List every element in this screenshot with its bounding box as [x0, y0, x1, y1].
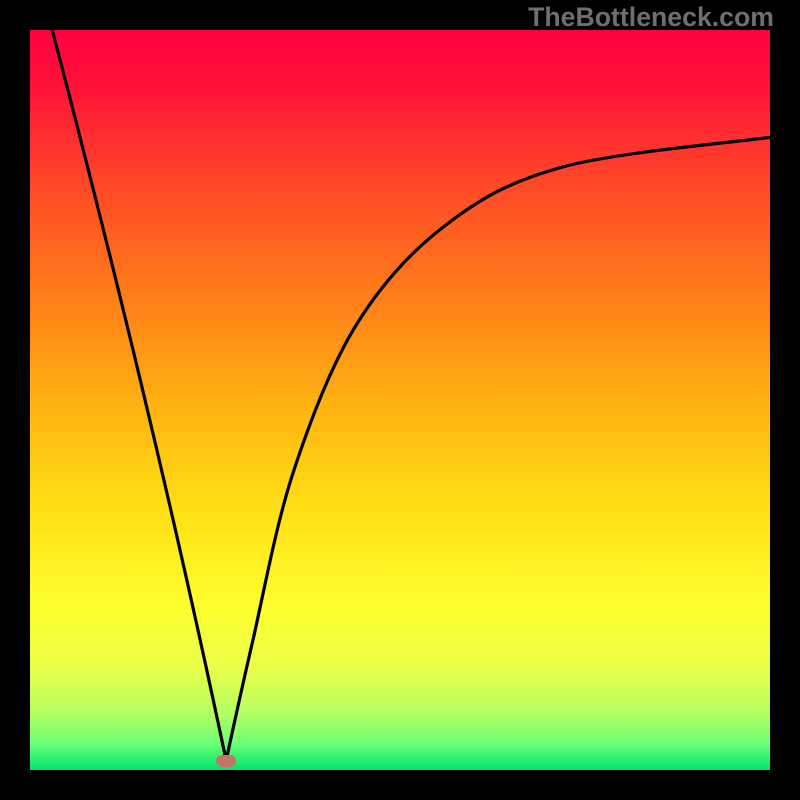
watermark-text: TheBottleneck.com [528, 2, 774, 33]
bottleneck-curve [30, 30, 770, 770]
chart-stage: TheBottleneck.com [0, 0, 800, 800]
vertex-marker [216, 755, 236, 767]
plot-area [30, 30, 770, 770]
